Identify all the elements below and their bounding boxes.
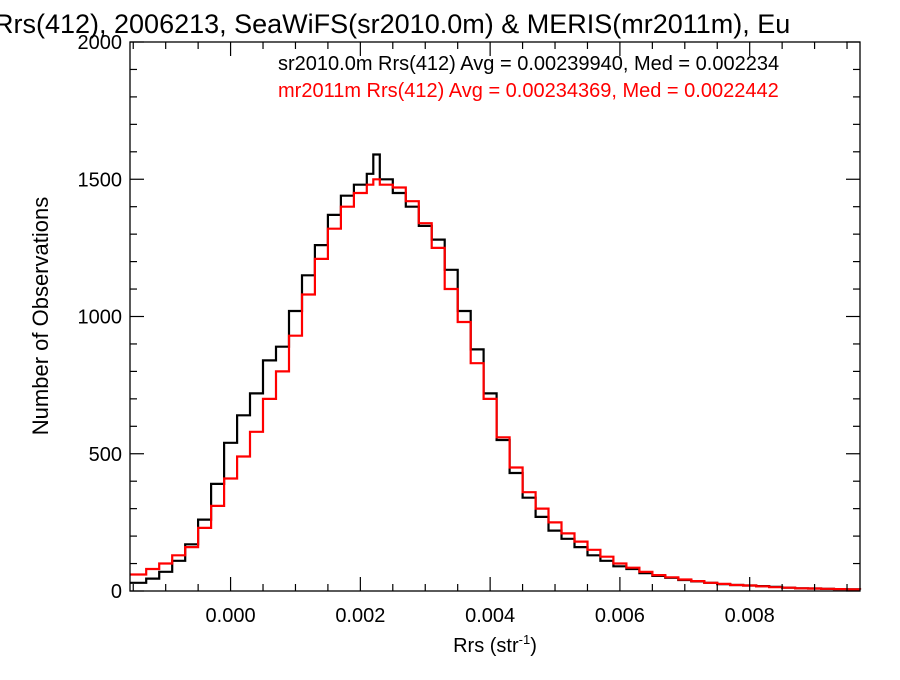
y-tick-label: 2000 xyxy=(78,32,123,54)
series-line-sr2010.0m xyxy=(130,153,862,591)
x-tick-label: 0.008 xyxy=(725,605,775,627)
x-axis-label: Rrs (str-1) xyxy=(453,632,537,657)
x-tick-label: 0.006 xyxy=(595,605,645,627)
y-tick-label: 0 xyxy=(111,581,122,603)
y-tick-label: 500 xyxy=(89,444,122,466)
legend-entry-mr2011: mr2011m Rrs(412) Avg = 0.00234369, Med =… xyxy=(278,80,779,102)
x-axis-label-main: Rrs (str xyxy=(453,635,519,657)
x-axis-label-superscript: -1 xyxy=(519,632,531,647)
x-tick-label: 0.004 xyxy=(465,605,515,627)
plot-frame xyxy=(129,41,861,592)
y-tick-label: 1000 xyxy=(78,307,123,329)
y-axis-label: Number of Observations xyxy=(28,197,53,435)
axes-layer: 0.000 0.002 0.004 0.006 0.008 0 500 1000 1500 200… xyxy=(78,32,860,627)
series-layer xyxy=(130,153,862,591)
x-tick-label: 0.000 xyxy=(206,605,256,627)
y-tick-label: 1500 xyxy=(78,169,123,191)
x-tick-label: 0.002 xyxy=(335,605,385,627)
legend-entry-sr2010: sr2010.0m Rrs(412) Avg = 0.00239940, Med… xyxy=(278,53,779,75)
series-line-mr2011m xyxy=(130,178,862,591)
chart-title: Rrs(412), 2006213, SeaWiFS(sr2010.0m) & … xyxy=(0,9,790,39)
x-axis-label-close: ) xyxy=(530,635,537,657)
